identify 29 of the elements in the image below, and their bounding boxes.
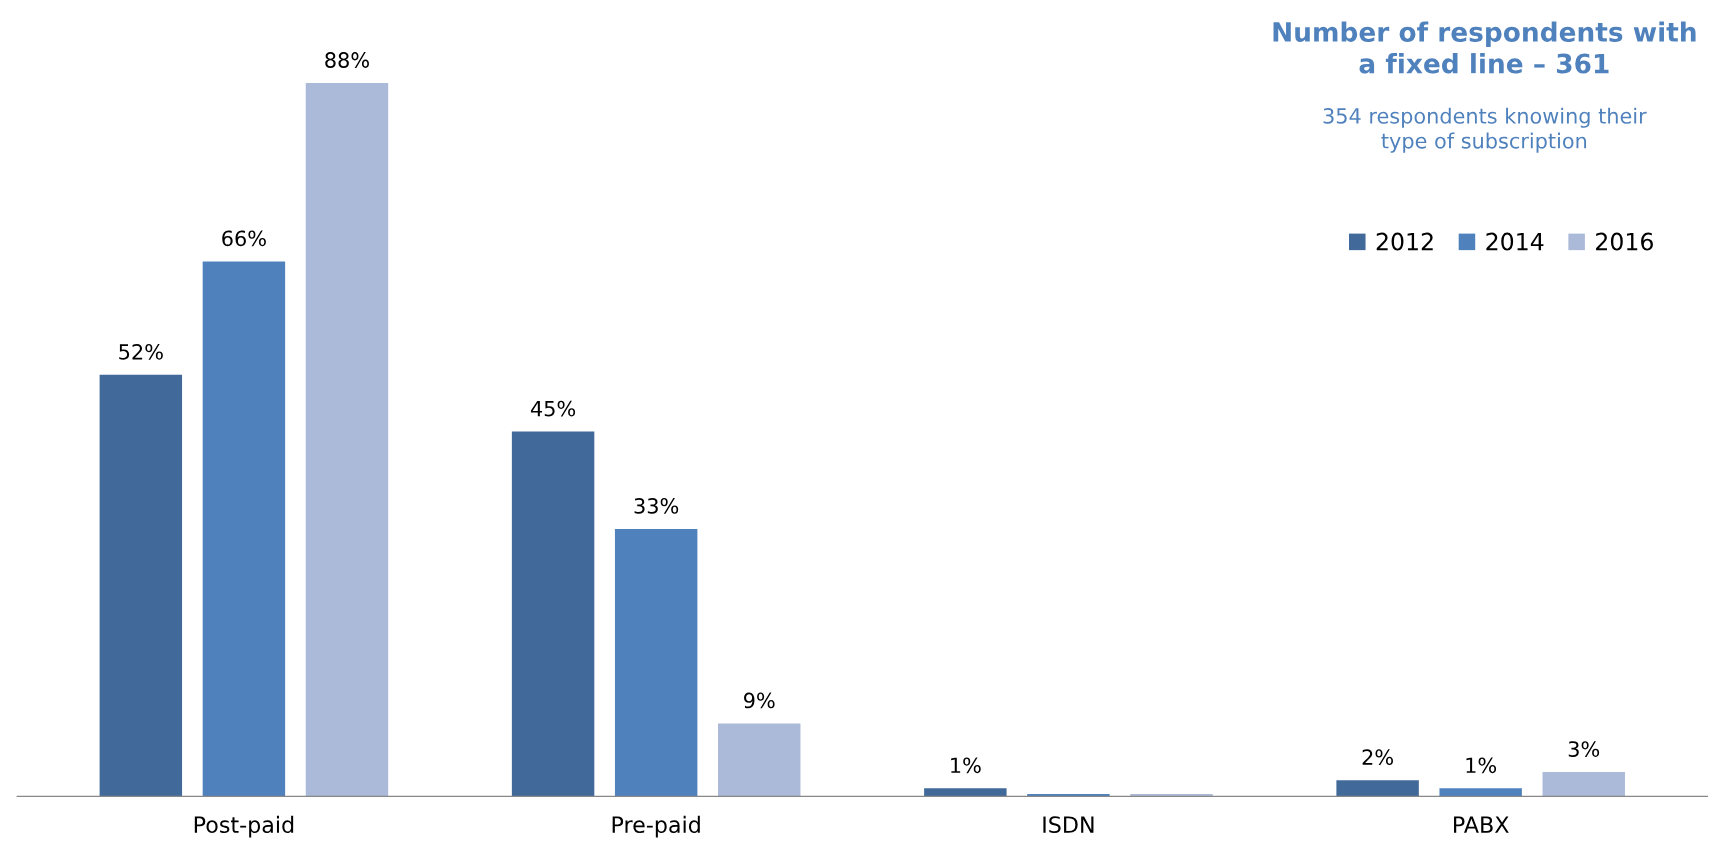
bar: [1439, 788, 1522, 797]
x-tick-label: Post-paid: [194, 815, 294, 838]
x-tick-label: ISDN: [1043, 816, 1094, 834]
bar: [1542, 772, 1625, 797]
bar: [718, 723, 801, 797]
chart-title: Number of respondents with a fixed line – 361: [1273, 21, 1696, 74]
bar: [511, 431, 595, 797]
bar: [202, 261, 286, 797]
bar: [1336, 780, 1419, 797]
bar: [924, 788, 1007, 797]
bar: [99, 374, 183, 797]
legend-label: 2014: [1486, 232, 1544, 251]
x-tick-label: PABX: [1454, 816, 1509, 833]
data-label: 88%: [325, 52, 369, 68]
data-label: 3%: [1568, 741, 1600, 757]
data-label: 1%: [1466, 757, 1497, 774]
data-label: 1%: [951, 757, 981, 774]
x-tick-label: Pre-paid: [612, 815, 700, 838]
text: 354 respondents knowing their type of subscription: [1323, 107, 1647, 153]
bar: [305, 83, 389, 797]
data-label: 2%: [1362, 749, 1393, 766]
legend-label: 2012: [1376, 232, 1433, 251]
bar: [614, 528, 698, 797]
data-label: 66%: [222, 230, 266, 247]
data-label: 33%: [634, 497, 679, 514]
legend-label: 2016: [1596, 232, 1653, 251]
data-label: 52%: [119, 343, 163, 360]
data-label: 9%: [744, 692, 775, 709]
data-label: 45%: [530, 400, 576, 417]
